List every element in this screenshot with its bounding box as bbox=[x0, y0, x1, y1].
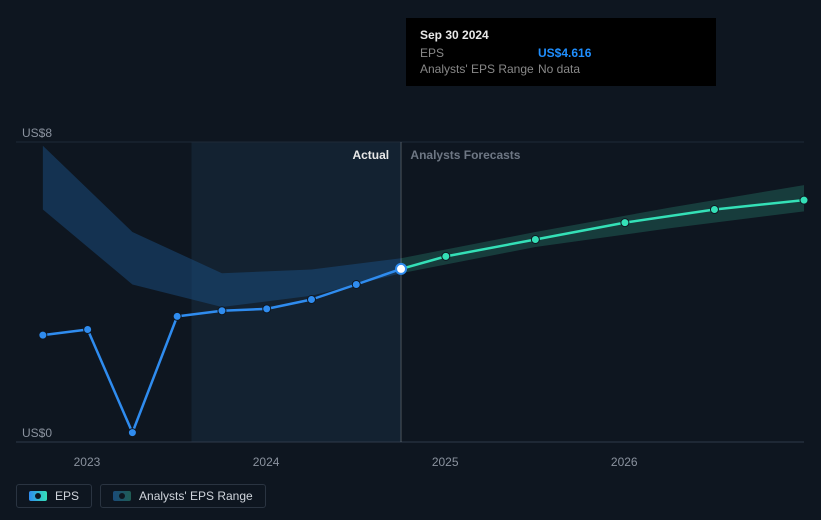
legend-swatch-icon bbox=[29, 491, 47, 501]
eps-marker bbox=[352, 281, 360, 289]
range-band-forecast bbox=[401, 185, 804, 273]
eps-marker bbox=[263, 305, 271, 313]
legend-label: EPS bbox=[55, 489, 79, 503]
eps-marker bbox=[621, 219, 629, 227]
legend-item[interactable]: Analysts' EPS Range bbox=[100, 484, 266, 508]
eps-marker-current bbox=[396, 264, 406, 274]
eps-marker bbox=[39, 331, 47, 339]
eps-marker bbox=[218, 307, 226, 315]
eps-marker bbox=[308, 296, 316, 304]
eps-marker bbox=[442, 252, 450, 260]
tooltip-value: No data bbox=[538, 62, 580, 76]
tooltip-row-range: Analysts' EPS Range No data bbox=[420, 62, 702, 76]
legend-swatch-icon bbox=[113, 491, 131, 501]
tooltip-label: EPS bbox=[420, 46, 538, 60]
tooltip-value: US$4.616 bbox=[538, 46, 591, 60]
tooltip-row-eps: EPS US$4.616 bbox=[420, 46, 702, 60]
chart-legend: EPS Analysts' EPS Range bbox=[16, 484, 266, 508]
legend-label: Analysts' EPS Range bbox=[139, 489, 253, 503]
eps-marker bbox=[800, 196, 808, 204]
eps-marker bbox=[710, 206, 718, 214]
region-label-forecast: Analysts Forecasts bbox=[410, 148, 520, 162]
x-axis-label: 2026 bbox=[611, 455, 638, 469]
chart-tooltip: Sep 30 2024 EPS US$4.616 Analysts' EPS R… bbox=[406, 18, 716, 86]
x-axis-label: 2023 bbox=[74, 455, 101, 469]
region-label-actual: Actual bbox=[352, 148, 389, 162]
eps-marker bbox=[128, 429, 136, 437]
eps-marker bbox=[531, 236, 539, 244]
eps-marker bbox=[173, 312, 181, 320]
tooltip-date: Sep 30 2024 bbox=[420, 28, 702, 42]
x-axis-label: 2024 bbox=[253, 455, 280, 469]
eps-marker bbox=[84, 326, 92, 334]
y-axis-label-bottom: US$0 bbox=[22, 426, 52, 440]
y-axis-label-top: US$8 bbox=[22, 126, 52, 140]
tooltip-label: Analysts' EPS Range bbox=[420, 62, 538, 76]
x-axis-label: 2025 bbox=[432, 455, 459, 469]
legend-item[interactable]: EPS bbox=[16, 484, 92, 508]
